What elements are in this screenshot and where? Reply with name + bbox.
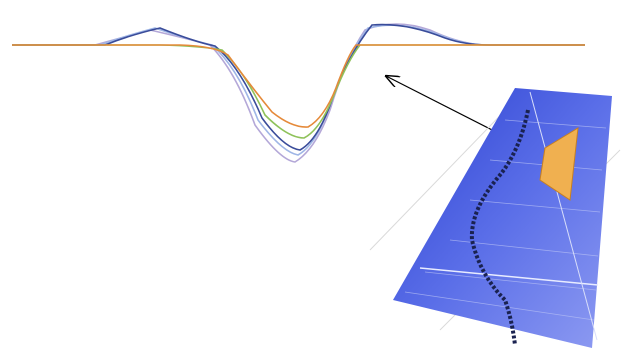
profile-navy [12, 23, 585, 151]
groove [469, 109, 530, 346]
edge-line [529, 91, 598, 341]
profile-curves [12, 23, 585, 163]
profile-purple [12, 23, 585, 163]
profile-orange [12, 44, 585, 128]
section-line [419, 267, 599, 286]
pointer-arrow [386, 76, 501, 135]
surface [393, 88, 612, 348]
cross-section [539, 127, 579, 201]
